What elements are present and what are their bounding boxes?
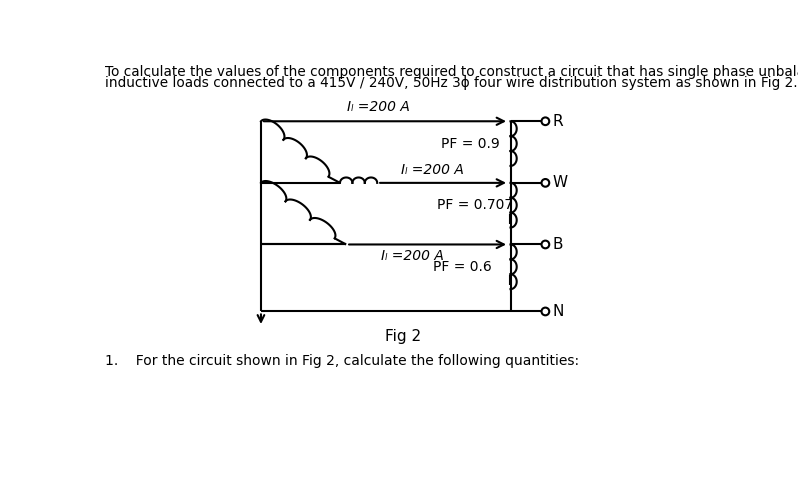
- Text: B: B: [552, 237, 563, 252]
- Text: Iₗ =200 A: Iₗ =200 A: [381, 249, 444, 263]
- Circle shape: [542, 240, 549, 248]
- Text: N: N: [552, 304, 563, 319]
- Text: PF = 0.6: PF = 0.6: [433, 260, 492, 274]
- Text: R: R: [552, 114, 563, 129]
- Circle shape: [542, 118, 549, 125]
- Text: PF = 0.707: PF = 0.707: [437, 198, 513, 212]
- Text: Iₗ =200 A: Iₗ =200 A: [401, 163, 464, 177]
- Text: PF = 0.9: PF = 0.9: [440, 137, 500, 151]
- Circle shape: [542, 308, 549, 315]
- Text: Iₗ =200 A: Iₗ =200 A: [346, 99, 409, 114]
- Circle shape: [542, 179, 549, 187]
- Text: 1.    For the circuit shown in Fig 2, calculate the following quantities:: 1. For the circuit shown in Fig 2, calcu…: [105, 354, 579, 368]
- Text: inductive loads connected to a 415V / 240V, 50Hz 3ϕ four wire distribution syste: inductive loads connected to a 415V / 24…: [105, 76, 798, 90]
- Text: W: W: [552, 175, 567, 190]
- Text: To calculate the values of the components required to construct a circuit that h: To calculate the values of the component…: [105, 65, 798, 79]
- Text: Fig 2: Fig 2: [385, 328, 421, 344]
